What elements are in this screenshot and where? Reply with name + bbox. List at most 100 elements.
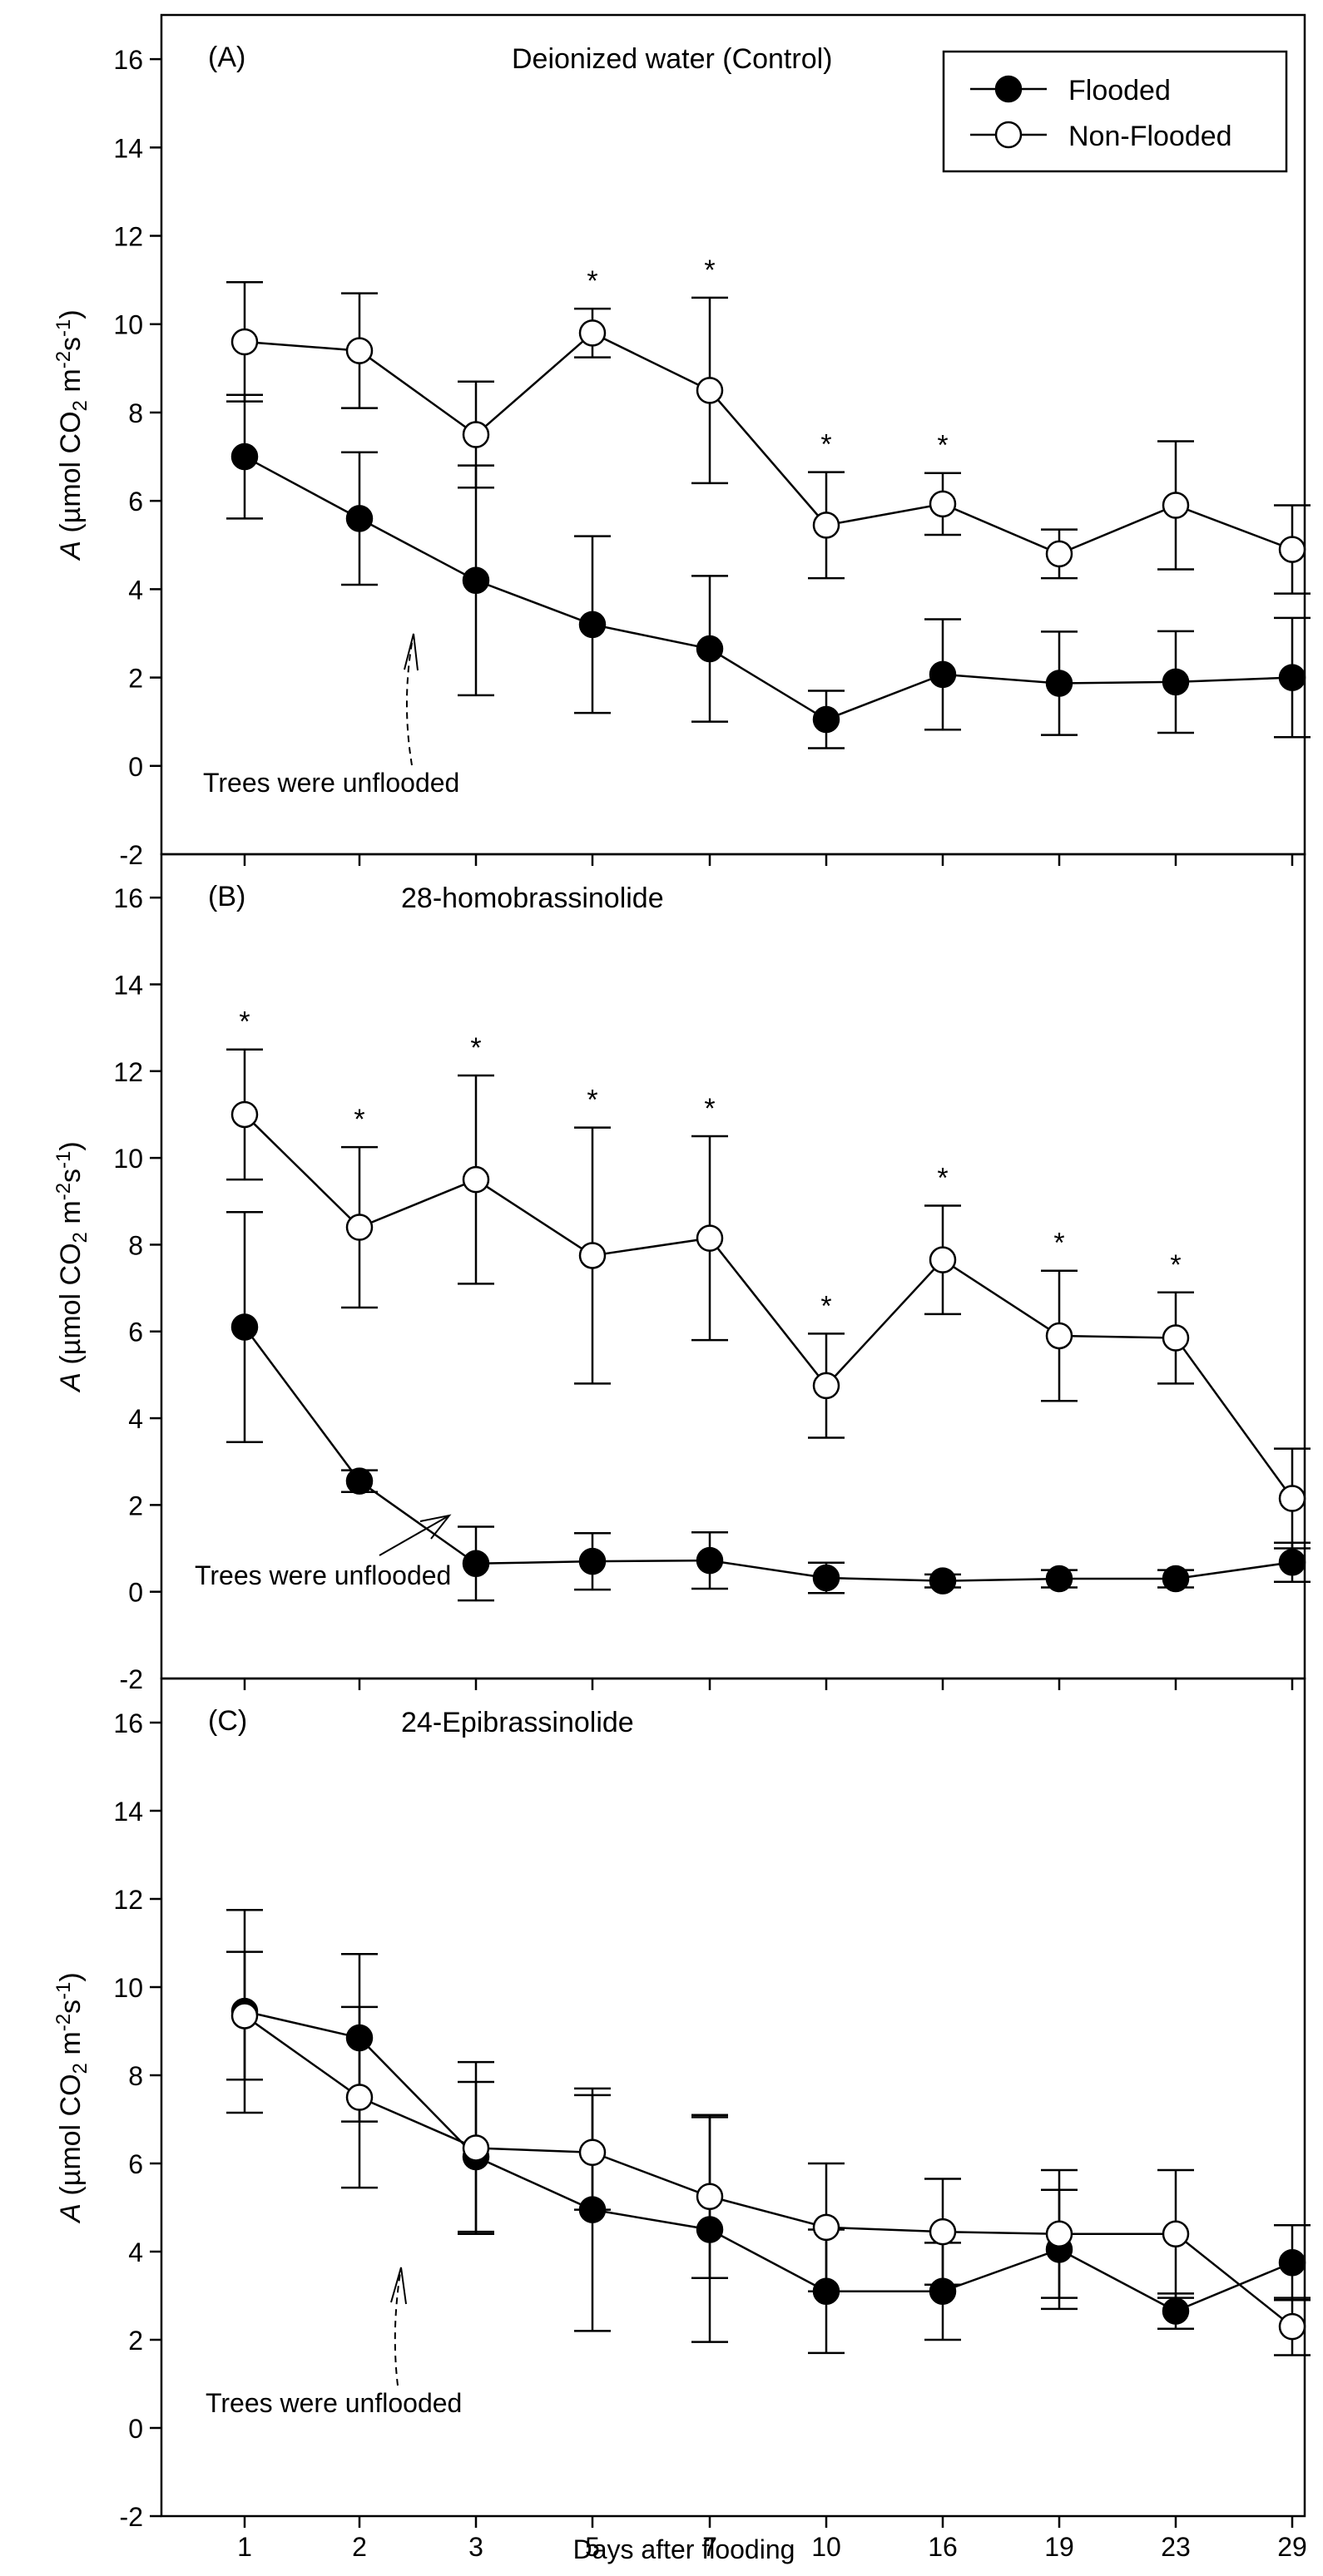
- y-tick-label: 6: [128, 487, 143, 517]
- significance-marker: *: [704, 1093, 715, 1125]
- data-point-flooded: [1162, 1565, 1190, 1593]
- data-point-non-flooded: [578, 2138, 607, 2166]
- y-axis-label-unit: m: [55, 2031, 87, 2063]
- data-point-flooded: [230, 443, 259, 471]
- data-point-non-flooded: [929, 1246, 957, 1273]
- data-point-non-flooded: [1278, 2312, 1306, 2341]
- data-point-flooded: [230, 1313, 259, 1341]
- significance-marker: *: [704, 255, 715, 286]
- series-line-flooded: [243, 1326, 1293, 1582]
- x-tick-label: 2: [352, 2532, 367, 2562]
- y-tick-label: 14: [113, 133, 143, 163]
- significance-marker: *: [820, 429, 831, 461]
- y-tick-label: 2: [128, 664, 143, 694]
- panel-title: Deionized water (Control): [512, 43, 833, 75]
- annotation-arrow-head: [419, 1514, 452, 1540]
- data-point-flooded: [578, 1547, 607, 1575]
- data-point-flooded: [462, 566, 490, 594]
- x-tick-label: 5: [585, 2532, 600, 2562]
- annotation-arrow: [405, 633, 414, 766]
- y-axis-label-unit: s: [55, 2000, 87, 2014]
- panel-label: (A): [208, 42, 245, 73]
- data-point-non-flooded: [812, 2213, 840, 2242]
- data-point-flooded: [812, 1564, 840, 1592]
- y-axis-label-superscript: -1: [52, 1982, 75, 2000]
- legend-label-flooded: Flooded: [1068, 75, 1171, 106]
- y-tick-label: 0: [128, 752, 143, 782]
- x-tick-label: 10: [811, 2532, 841, 2562]
- y-axis-label-symbol: A: [55, 1372, 87, 1393]
- y-axis-label: A (µmol CO2 m-2s-1): [52, 309, 92, 561]
- data-point-flooded: [1278, 1548, 1306, 1576]
- y-axis-label-symbol: A: [55, 541, 87, 561]
- x-tick-label: 16: [928, 2532, 958, 2562]
- data-point-non-flooded: [345, 1214, 374, 1241]
- y-tick-label: 12: [113, 1885, 143, 1915]
- data-point-flooded: [462, 1550, 490, 1578]
- legend-entry-non-flooded: Non-Flooded: [970, 121, 1232, 152]
- significance-marker: *: [937, 1162, 948, 1194]
- data-point-non-flooded: [230, 328, 259, 356]
- x-tick-label: 19: [1044, 2532, 1074, 2562]
- series-line-non-flooded: [244, 331, 1293, 556]
- y-tick-label: 14: [113, 1797, 143, 1827]
- data-point-flooded: [696, 635, 724, 663]
- legend: Flooded Non-Flooded: [942, 50, 1288, 173]
- y-tick-label: 4: [128, 1404, 143, 1434]
- x-tick-label: 1: [237, 2532, 252, 2562]
- y-tick-label: 16: [113, 45, 143, 75]
- data-point-non-flooded: [812, 512, 840, 539]
- y-tick-label: 0: [128, 2414, 143, 2444]
- data-point-non-flooded: [1162, 492, 1190, 519]
- legend-label-non-flooded: Non-Flooded: [1068, 121, 1232, 152]
- x-tick-label: 7: [702, 2532, 717, 2562]
- significance-marker: *: [1170, 1249, 1181, 1281]
- significance-marker: *: [587, 1085, 597, 1116]
- data-point-non-flooded: [1278, 1485, 1306, 1512]
- significance-marker: *: [587, 265, 597, 297]
- data-point-flooded: [1278, 2249, 1306, 2277]
- data-point-non-flooded: [462, 2134, 490, 2162]
- y-tick-label: 6: [128, 2149, 143, 2179]
- data-point-flooded: [929, 2277, 957, 2305]
- series-line-non-flooded: [244, 2015, 1293, 2328]
- data-point-flooded: [812, 705, 840, 734]
- data-point-flooded: [812, 2277, 840, 2305]
- data-point-flooded: [578, 2196, 607, 2223]
- significance-marker: *: [354, 1104, 364, 1135]
- data-point-flooded: [578, 611, 607, 639]
- y-axis-label-subscript: 2: [69, 1232, 92, 1243]
- data-point-flooded: [1162, 668, 1190, 696]
- series-line-flooded: [244, 2010, 1293, 2312]
- y-tick-label: 10: [113, 310, 143, 340]
- y-axis-label-unit: s: [55, 337, 87, 351]
- y-tick-label: 2: [128, 1491, 143, 1520]
- y-tick-label: 16: [113, 883, 143, 913]
- data-point-non-flooded: [578, 319, 607, 347]
- data-point-flooded: [929, 660, 957, 689]
- x-axis-label: Days after flooding: [573, 2534, 795, 2564]
- y-tick-label: 12: [113, 222, 143, 252]
- y-axis-label-superscript: -1: [52, 1151, 75, 1169]
- y-axis-label-unit: (µmol CO: [55, 1243, 87, 1372]
- y-tick-label: -2: [120, 2502, 143, 2532]
- y-tick-label: 4: [128, 2237, 143, 2267]
- data-point-non-flooded: [578, 1242, 607, 1269]
- y-tick-label: 4: [128, 575, 143, 605]
- y-tick-label: -2: [120, 840, 143, 870]
- data-point-non-flooded: [462, 421, 490, 448]
- data-point-non-flooded: [812, 1372, 840, 1400]
- annotation-arrow: [394, 2267, 402, 2386]
- legend-marker-non-flooded: [994, 121, 1023, 149]
- y-axis-label-unit: ): [55, 1972, 87, 1981]
- significance-marker: *: [820, 1290, 831, 1322]
- data-point-flooded: [1045, 670, 1073, 697]
- y-tick-label: 10: [113, 1973, 143, 2003]
- data-point-non-flooded: [1278, 536, 1306, 563]
- data-point-non-flooded: [345, 337, 374, 364]
- y-tick-label: 0: [128, 1578, 143, 1608]
- y-axis-label-superscript: -2: [52, 2014, 75, 2031]
